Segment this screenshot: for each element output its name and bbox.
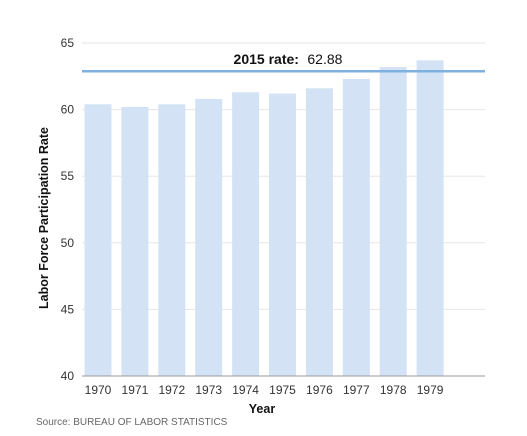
bar-1973 bbox=[195, 98, 223, 376]
x-tick-label: 1979 bbox=[417, 383, 444, 397]
reference-line-label: 2015 rate: 62.88 bbox=[234, 51, 343, 68]
y-tick-label: 40 bbox=[61, 369, 75, 383]
x-tick-label: 1976 bbox=[306, 383, 333, 397]
y-axis-ticks: 40 45 50 55 60 65 bbox=[61, 36, 75, 383]
bar-1972 bbox=[158, 104, 186, 376]
x-axis-ticks: 1970 1971 1972 1973 1974 1975 1976 1977 1978 1979 bbox=[85, 383, 444, 397]
x-tick-label: 1977 bbox=[343, 383, 370, 397]
source-note: Source: BUREAU OF LABOR STATISTICS bbox=[36, 417, 228, 428]
bar-1978 bbox=[379, 66, 407, 376]
reference-label-text: 2015 rate: bbox=[234, 51, 299, 67]
y-tick-label: 65 bbox=[61, 36, 75, 50]
reference-label-value: 62.88 bbox=[307, 51, 342, 67]
y-axis-title: Labor Force Participation Rate bbox=[37, 127, 51, 309]
bar-1974 bbox=[232, 92, 260, 376]
x-tick-label: 1975 bbox=[269, 383, 296, 397]
y-tick-label: 50 bbox=[61, 236, 75, 250]
bar-1979 bbox=[416, 60, 444, 376]
x-tick-label: 1974 bbox=[232, 383, 259, 397]
bar-1976 bbox=[305, 88, 333, 377]
x-tick-label: 1972 bbox=[158, 383, 185, 397]
x-tick-label: 1978 bbox=[380, 383, 407, 397]
y-tick-label: 45 bbox=[61, 302, 75, 316]
bars bbox=[84, 60, 444, 377]
y-tick-label: 55 bbox=[61, 169, 75, 183]
x-tick-label: 1973 bbox=[195, 383, 222, 397]
bar-1975 bbox=[269, 93, 296, 376]
bar-1970 bbox=[84, 104, 112, 376]
x-axis-title: Year bbox=[249, 402, 276, 416]
y-tick-label: 60 bbox=[61, 103, 75, 117]
x-tick-label: 1970 bbox=[85, 383, 112, 397]
bar-1971 bbox=[121, 106, 149, 376]
bar-1977 bbox=[342, 78, 370, 377]
x-tick-label: 1971 bbox=[122, 383, 149, 397]
